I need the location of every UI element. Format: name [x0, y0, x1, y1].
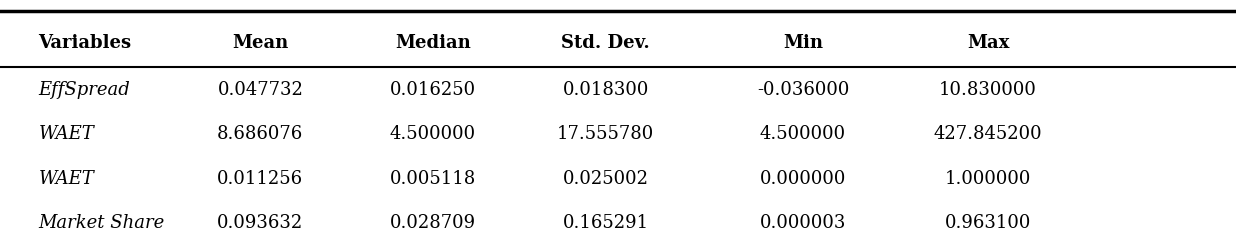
Text: 0.093632: 0.093632 [218, 214, 304, 232]
Text: 0.028709: 0.028709 [389, 214, 476, 232]
Text: 0.025002: 0.025002 [562, 170, 649, 188]
Text: Max: Max [967, 34, 1009, 52]
Text: 4.500000: 4.500000 [389, 125, 476, 143]
Text: 17.555780: 17.555780 [557, 125, 654, 143]
Text: Market Share: Market Share [38, 214, 164, 232]
Text: 0.165291: 0.165291 [562, 214, 649, 232]
Text: 10.830000: 10.830000 [939, 81, 1037, 99]
Text: Mean: Mean [232, 34, 288, 52]
Text: 0.000000: 0.000000 [760, 170, 847, 188]
Text: WAET: WAET [38, 125, 94, 143]
Text: 0.047732: 0.047732 [218, 81, 303, 99]
Text: 0.018300: 0.018300 [562, 81, 649, 99]
Text: 0.011256: 0.011256 [218, 170, 303, 188]
Text: 0.016250: 0.016250 [389, 81, 476, 99]
Text: 4.500000: 4.500000 [760, 125, 847, 143]
Text: EffSpread: EffSpread [38, 81, 130, 99]
Text: -0.036000: -0.036000 [756, 81, 849, 99]
Text: Median: Median [396, 34, 471, 52]
Text: WAET: WAET [38, 170, 94, 188]
Text: Std. Dev.: Std. Dev. [561, 34, 650, 52]
Text: Variables: Variables [38, 34, 131, 52]
Text: 427.845200: 427.845200 [933, 125, 1042, 143]
Text: 1.000000: 1.000000 [944, 170, 1031, 188]
Text: 0.005118: 0.005118 [389, 170, 476, 188]
Text: 8.686076: 8.686076 [218, 125, 304, 143]
Text: 0.000003: 0.000003 [760, 214, 847, 232]
Text: 0.963100: 0.963100 [944, 214, 1031, 232]
Text: Min: Min [782, 34, 823, 52]
